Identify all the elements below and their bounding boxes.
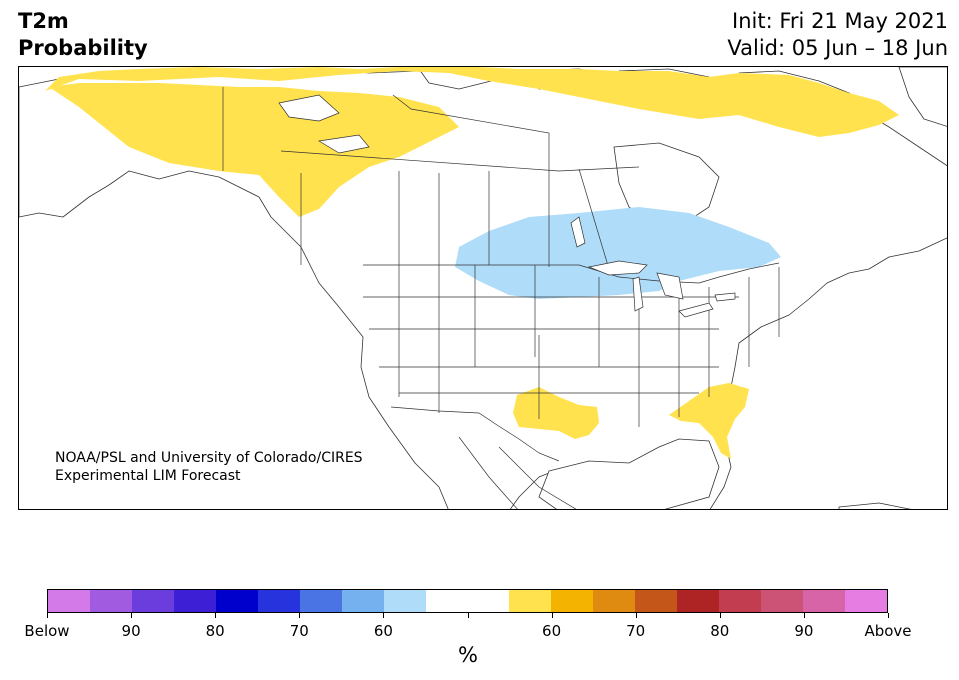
colorbar-cell: [467, 590, 510, 612]
colorbar-cell: [215, 590, 258, 612]
colorbar-tick-label: 70: [626, 622, 646, 640]
colorbar-unit: %: [458, 643, 478, 667]
colorbar-cell: [761, 590, 804, 612]
colorbar-cell: [383, 590, 426, 612]
colorbar-tick-label: 90: [794, 622, 814, 640]
colorbar-cell: [299, 590, 342, 612]
colorbar-cell: [509, 590, 552, 612]
lake-huron: [656, 272, 684, 300]
colorbar-tick-mark: [47, 613, 48, 618]
colorbar-tick-mark: [215, 613, 217, 618]
colorbar-cell: [635, 590, 678, 612]
region-texas-above: [513, 387, 599, 439]
colorbar-tick-mark: [299, 613, 301, 618]
colorbar-cell: [551, 590, 594, 612]
lake-superior: [587, 260, 648, 276]
colorbar-cell: [425, 590, 468, 612]
lake-winnipeg: [570, 216, 586, 248]
greenland-edge: [898, 67, 947, 127]
colorbar-tick-label: 80: [710, 622, 730, 640]
lake-erie: [678, 302, 714, 318]
cuba: [838, 502, 912, 509]
map-credit: NOAA/PSL and University of Colorado/CIRE…: [55, 449, 363, 485]
map-panel: [18, 66, 948, 510]
colorbar-tick-label: 60: [373, 622, 393, 640]
colorbar-cell: [131, 590, 174, 612]
colorbar-cell: [593, 590, 636, 612]
colorbar-tick-label: 80: [205, 622, 225, 640]
map-title: T2m Probability: [18, 8, 148, 62]
credit-forecast: Experimental LIM Forecast: [55, 468, 241, 484]
lake-ontario: [714, 292, 736, 302]
colorbar-tick-mark: [131, 613, 133, 618]
colorbar-tick-label: Below: [24, 622, 70, 640]
valid-period: Valid: 05 Jun – 18 Jun: [727, 36, 948, 60]
colorbar-cell: [89, 590, 132, 612]
title-type: Probability: [18, 36, 148, 60]
init-date: Init: Fri 21 May 2021: [732, 9, 948, 33]
forecast-dates: Init: Fri 21 May 2021 Valid: 05 Jun – 18…: [727, 8, 948, 62]
north-america-map: [19, 67, 947, 509]
credit-organization: NOAA/PSL and University of Colorado/CIRE…: [55, 450, 363, 466]
colorbar-tick-mark: [551, 613, 553, 618]
region-southeast-above: [669, 383, 749, 459]
region-great-lakes-below: [455, 207, 781, 299]
colorbar-tick-mark: [383, 613, 385, 618]
colorbar-cell: [173, 590, 216, 612]
lake-michigan: [632, 276, 644, 312]
region-northern-canada-above: [45, 67, 899, 137]
colorbar-cell: [677, 590, 720, 612]
colorbar-tick-mark: [719, 613, 721, 618]
probability-regions: [45, 67, 899, 459]
colorbar-tick-label: 70: [289, 622, 309, 640]
gulf-of-mexico: [538, 438, 720, 509]
region-northwest-canada-above: [49, 83, 459, 217]
colorbar-cell: [341, 590, 384, 612]
great-slave-lake: [317, 134, 370, 154]
colorbar-tick-label: Above: [864, 622, 912, 640]
colorbar-cell: [48, 590, 90, 612]
title-variable: T2m: [18, 9, 69, 33]
colorbar-cell: [803, 590, 846, 612]
colorbar-tick-mark: [635, 613, 637, 618]
colorbar-cell: [719, 590, 762, 612]
colorbar-cell: [257, 590, 300, 612]
probability-colorbar: [47, 589, 888, 613]
colorbar-tick-label: 90: [121, 622, 141, 640]
colorbar-cell: [845, 590, 888, 612]
colorbar-tick-mark: [888, 613, 889, 618]
colorbar-tick-mark: [803, 613, 805, 618]
great-bear-lake: [278, 94, 340, 122]
colorbar-tick-label: 60: [542, 622, 562, 640]
political-borders: [222, 87, 780, 509]
colorbar-tick-mark: [467, 613, 469, 618]
great-lakes: [278, 94, 736, 318]
